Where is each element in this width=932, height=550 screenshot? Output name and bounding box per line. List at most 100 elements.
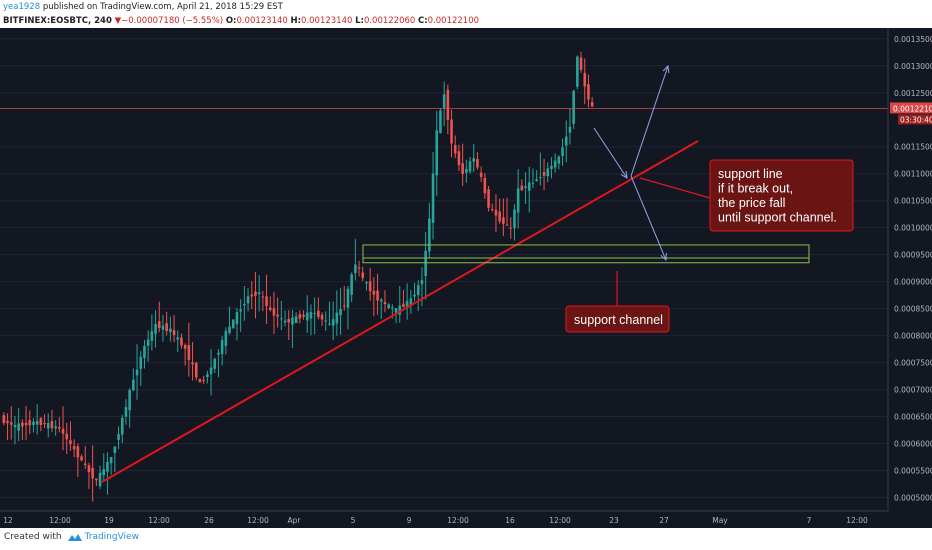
candle-body (243, 303, 246, 306)
candle-body (405, 301, 409, 308)
candle-body (6, 420, 9, 423)
candle-body (553, 160, 557, 168)
candle-body (220, 339, 224, 355)
candle-body (354, 264, 357, 274)
callout-support-channel-text: support channel (574, 313, 663, 327)
low-value: 0.00122060 (363, 16, 416, 26)
candle-body (128, 390, 131, 411)
candle-body (479, 172, 483, 177)
candle-body (2, 415, 6, 424)
tradingview-link[interactable]: TradingView (67, 532, 139, 542)
candle-body (265, 296, 268, 307)
candle-body (183, 345, 187, 349)
candle-body (257, 292, 261, 295)
candle-body (76, 446, 80, 458)
author-link[interactable]: yea1928 (3, 2, 41, 12)
price-tick-label: 0.00060000 (894, 440, 932, 449)
candle-body (250, 294, 254, 297)
down-arrow-icon: ▼ (114, 16, 122, 26)
candle-body (398, 305, 402, 315)
candle-body (505, 224, 509, 226)
candle-body (117, 434, 120, 440)
candle-body (527, 182, 531, 191)
time-tick-label: 26 (204, 516, 214, 525)
candle-body (557, 156, 561, 164)
open-label: O: (225, 16, 237, 26)
candle-body (169, 328, 172, 333)
last-price-tag (890, 102, 932, 114)
candle-body (483, 177, 487, 194)
callout-support-channel-box (565, 305, 670, 333)
candle-body (350, 274, 353, 295)
price-axis[interactable]: 0.00050000 0.00055000 0.00060000 0.00065000… (887, 28, 932, 511)
candle-body (379, 299, 383, 302)
time-tick-label: 9 (407, 516, 412, 525)
time-axis[interactable]: 12 12:00 19 12:00 26 12:00 Apr 5 9 12:00 16 12:00 23… (0, 510, 888, 525)
candle-body (180, 337, 183, 346)
candle-body (58, 427, 61, 429)
time-tick-label: 27 (659, 516, 669, 525)
candle-body (409, 298, 413, 306)
projection-arrow-down-head (660, 252, 667, 262)
candle-body (46, 423, 50, 429)
candle-body (442, 94, 446, 109)
candle-body (80, 456, 83, 461)
candle-body (154, 323, 157, 334)
time-tick-label: 12 (3, 516, 13, 525)
candle-body (146, 339, 150, 346)
candle-body (576, 56, 579, 87)
time-tick-label: 12:00 (247, 516, 269, 525)
candle-body (394, 308, 398, 313)
candle-body (450, 119, 453, 144)
candle-body (317, 310, 320, 318)
candle-body (135, 369, 139, 376)
projection-arrow-up (630, 65, 669, 177)
projection-arrow-drop (593, 127, 628, 179)
candle-body (461, 163, 464, 174)
candle-body (465, 168, 468, 173)
candle-body (39, 418, 43, 425)
candle-body (209, 367, 213, 375)
time-tick-label: 12:00 (846, 516, 868, 525)
callout-support-channel: support channel (565, 271, 670, 333)
candle-body (191, 362, 194, 365)
candle-body (276, 314, 279, 317)
candle-body (324, 320, 328, 322)
candle-body (72, 446, 76, 450)
candle-body (224, 330, 228, 346)
callout-support-line-text: support line (718, 167, 783, 181)
close-value: 0.00122100 (427, 16, 480, 26)
candle-body (535, 179, 538, 182)
candle-body (109, 456, 113, 464)
candle-body (98, 472, 102, 487)
candle-body (320, 314, 324, 320)
candle-body (32, 421, 35, 426)
candle-body (387, 304, 390, 308)
candle-body (376, 290, 379, 301)
candle-body (206, 374, 209, 378)
candle-body (502, 217, 505, 224)
candle-body (572, 90, 575, 124)
price-tick-label: 0.00105000 (894, 197, 932, 206)
candle-body (194, 362, 198, 378)
candle-body (446, 89, 450, 120)
projection-arrow-down (630, 175, 667, 261)
price-tick-label: 0.00090000 (894, 278, 932, 287)
time-tick-label: 12:00 (49, 516, 71, 525)
candle-body (161, 325, 165, 330)
candle-body (431, 173, 435, 223)
candle-body (546, 168, 550, 177)
support-channel-box (362, 244, 810, 264)
candle-body (24, 423, 28, 426)
time-tick-label: 12:00 (549, 516, 571, 525)
candle-body (564, 136, 568, 146)
low-label: L: (355, 16, 364, 26)
candle-body (83, 463, 87, 465)
candle-body (331, 319, 335, 326)
candle-body (542, 172, 546, 176)
created-with-label: Created with (4, 532, 62, 542)
candle-body (457, 151, 461, 166)
callout-support-line-box (709, 159, 854, 232)
